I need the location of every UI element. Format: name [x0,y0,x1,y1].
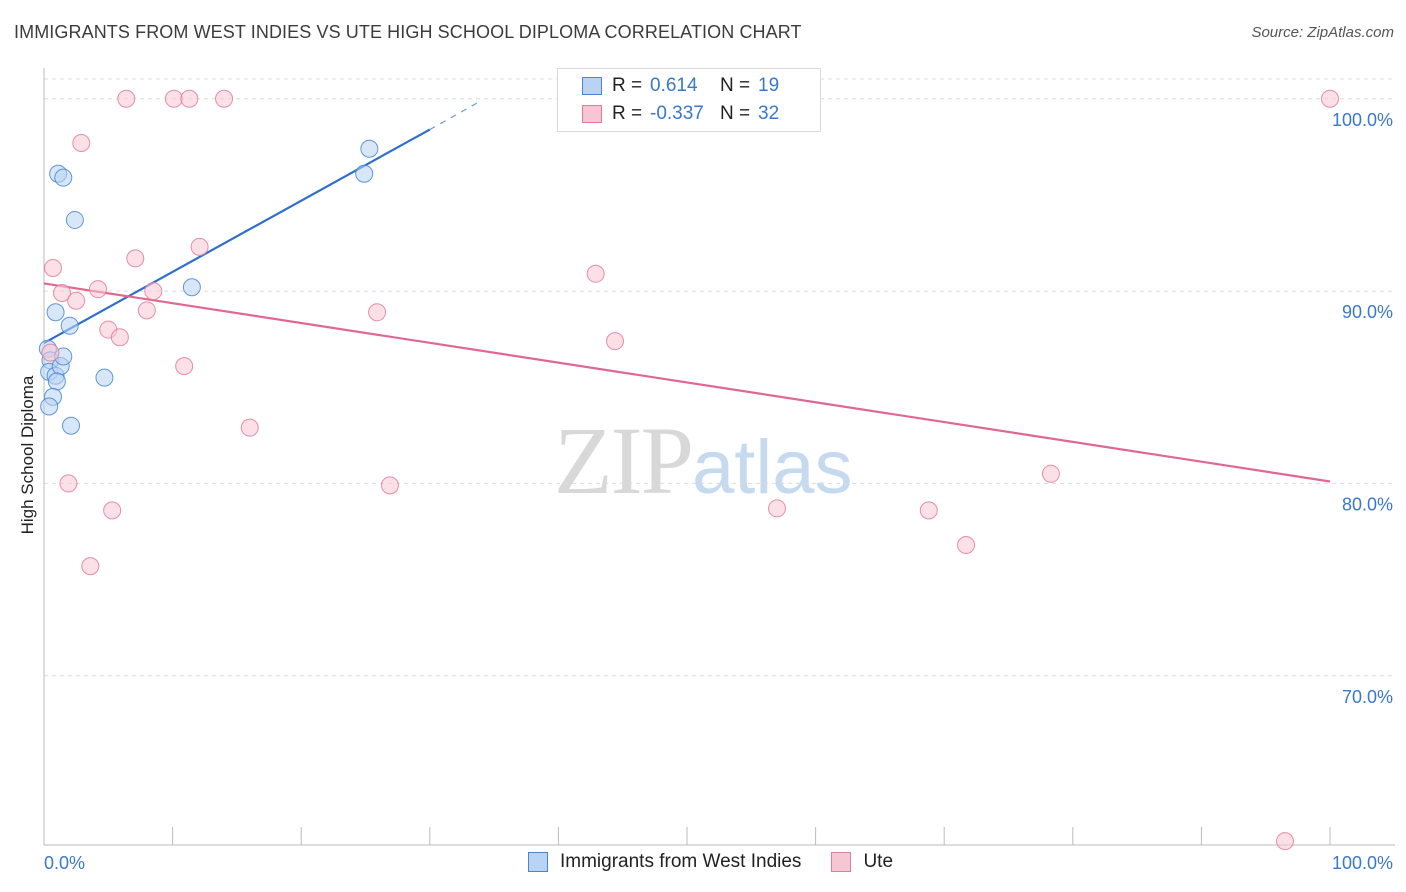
watermark: ZIPatlas [554,405,853,516]
point-ute [380,476,399,495]
point-west-indies [62,416,81,435]
legend-label-ute: Ute [863,851,894,872]
chart-title: IMMIGRANTS FROM WEST INDIES VS UTE HIGH … [14,22,802,42]
n-label: N = [720,103,751,124]
point-ute [59,474,78,493]
point-west-indies [60,316,79,335]
point-ute [44,259,63,278]
point-ute [1041,464,1060,483]
stats-row-west-indies: R = 0.614 N = 19 [582,73,779,99]
point-ute [919,501,938,520]
stats-legend: R = 0.614 N = 19 R = -0.337 N = 32 [557,68,821,132]
watermark-zip: ZIP [554,407,694,514]
point-ute [126,249,145,268]
r-label: R = [612,103,643,124]
point-ute [137,301,156,320]
point-ute [117,89,136,108]
point-ute [605,332,624,351]
point-west-indies [95,368,114,387]
point-ute [215,89,234,108]
point-ute [41,343,60,362]
point-ute [586,264,605,283]
point-west-indies [182,278,201,297]
point-ute [175,357,194,376]
n-label: N = [720,75,751,96]
point-west-indies [40,397,59,416]
point-ute [768,499,787,518]
ute-legend-swatch [831,852,852,872]
point-west-indies [54,168,73,187]
y-tick-label: 80.0% [1342,494,1393,514]
point-ute [957,535,976,554]
trend-line-west-indies-extension [429,100,482,131]
y-tick-label: 100.0% [1332,110,1393,130]
series-legend: Immigrants from West Indies Ute [528,851,923,873]
point-west-indies [47,372,66,391]
point-ute [1275,832,1294,851]
point-west-indies [355,164,374,183]
x-tick-label: 100.0% [1332,853,1393,873]
point-ute [103,501,122,520]
point-west-indies [46,303,65,322]
point-west-indies [360,139,379,158]
y-tick-label: 90.0% [1342,302,1393,322]
point-ute [144,282,163,301]
point-ute [110,328,129,347]
n-value: 32 [758,103,780,124]
n-value: 19 [758,75,780,96]
point-ute [81,557,100,576]
y-tick-label: 70.0% [1342,687,1393,707]
legend-label-west-indies: Immigrants from West Indies [560,851,802,872]
point-ute [240,418,259,437]
legend-item-west-indies[interactable]: Immigrants from West Indies [528,851,801,873]
west-indies-legend-swatch [528,852,548,872]
stats-row-ute: R = -0.337 N = 32 [582,101,779,127]
point-ute [190,237,209,256]
gridlines [44,78,1395,677]
west-indies-swatch [582,77,602,95]
data-points [38,89,1339,851]
point-ute [180,89,199,108]
trend-line-ute [43,282,1331,483]
axes [43,68,1395,846]
point-ute [89,280,108,299]
x-tick-label: 0.0% [44,853,85,873]
point-ute [368,303,387,322]
point-ute [67,291,86,310]
ute-swatch [582,105,602,123]
point-west-indies [65,210,84,229]
watermark-atlas: atlas [692,425,853,510]
r-label: R = [612,75,643,96]
source-label: Source: ZipAtlas.com [1251,24,1394,41]
point-ute [1321,89,1339,108]
legend-item-ute[interactable]: Ute [831,851,893,873]
point-ute [53,284,72,303]
tick-labels: 70.0% 80.0% 90.0% 100.0% 0.0% 100.0% [44,110,1393,873]
r-value: 0.614 [650,75,698,96]
point-ute [72,134,91,153]
r-value: -0.337 [650,103,704,124]
point-ute [164,89,183,108]
